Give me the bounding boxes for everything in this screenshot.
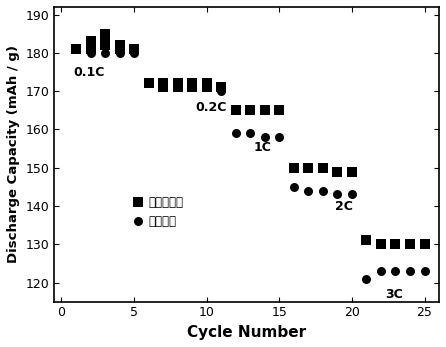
Point [174, 85, 181, 90]
Point [116, 42, 123, 48]
Point [203, 81, 210, 86]
Text: 0.2C: 0.2C [195, 101, 227, 114]
Point [290, 184, 297, 189]
X-axis label: Cycle Number: Cycle Number [187, 325, 306, 340]
Point [189, 81, 196, 86]
Point [102, 35, 109, 40]
Point [203, 85, 210, 90]
Point [203, 85, 210, 90]
Point [116, 50, 123, 56]
Point [276, 134, 283, 140]
Point [160, 81, 167, 86]
Point [276, 108, 283, 113]
Point [348, 192, 355, 197]
Point [392, 268, 399, 274]
Point [363, 238, 370, 243]
Point [174, 85, 181, 90]
Text: 2C: 2C [334, 200, 352, 213]
Point [305, 188, 312, 193]
Point [131, 46, 138, 52]
Point [377, 242, 384, 247]
Point [290, 165, 297, 170]
Point [160, 85, 167, 90]
Point [348, 169, 355, 174]
Text: 一次煅烧: 一次煅烧 [149, 215, 177, 228]
Point [135, 200, 142, 205]
Point [72, 46, 79, 52]
Point [135, 219, 142, 224]
Point [406, 242, 413, 247]
Text: 1C: 1C [253, 141, 271, 154]
Point [87, 46, 94, 52]
Point [247, 108, 254, 113]
Point [189, 85, 196, 90]
Text: 多段式煅烧: 多段式煅烧 [149, 196, 184, 209]
Point [261, 108, 268, 113]
Y-axis label: Discharge Capacity (mAh / g): Discharge Capacity (mAh / g) [7, 45, 20, 263]
Point [247, 130, 254, 136]
Point [363, 276, 370, 281]
Point [218, 85, 225, 90]
Text: 0.1C: 0.1C [73, 66, 104, 79]
Text: 3C: 3C [385, 288, 403, 301]
Point [145, 81, 152, 86]
Point [261, 134, 268, 140]
Point [189, 85, 196, 90]
Point [421, 268, 428, 274]
Point [232, 108, 240, 113]
Point [232, 130, 240, 136]
Point [87, 39, 94, 44]
Point [334, 192, 341, 197]
Point [102, 50, 109, 56]
Point [392, 242, 399, 247]
Point [421, 242, 428, 247]
Point [319, 188, 326, 193]
Point [174, 81, 181, 86]
Point [319, 165, 326, 170]
Point [87, 50, 94, 56]
Point [406, 268, 413, 274]
Point [334, 169, 341, 174]
Point [102, 31, 109, 36]
Point [102, 42, 109, 48]
Point [116, 46, 123, 52]
Point [72, 46, 79, 52]
Point [377, 268, 384, 274]
Point [218, 88, 225, 94]
Point [160, 85, 167, 90]
Point [145, 81, 152, 86]
Point [305, 165, 312, 170]
Point [131, 50, 138, 56]
